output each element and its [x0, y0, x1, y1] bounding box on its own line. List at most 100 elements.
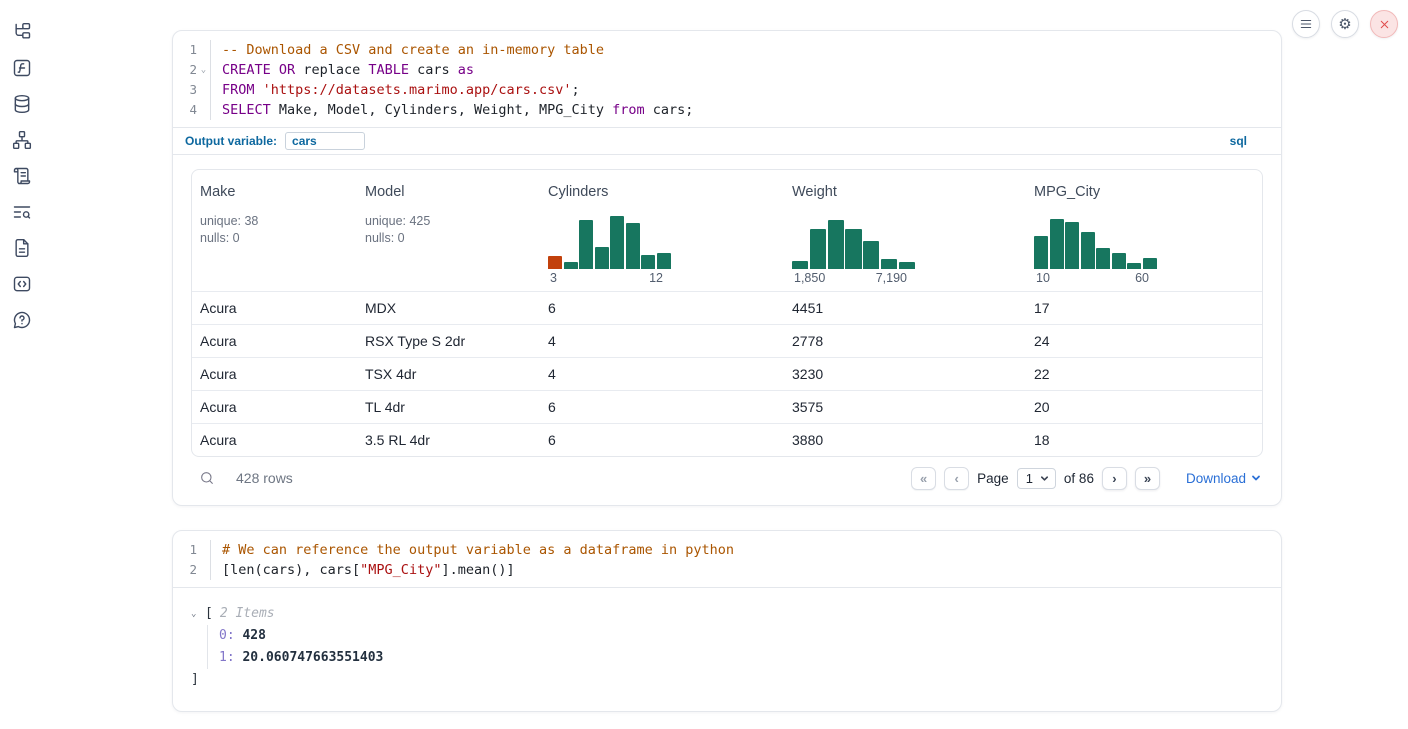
sql-code-editor[interactable]: 1 -- Download a CSV and create an in-memo… [173, 31, 1281, 127]
axis-min: 1,850 [794, 271, 826, 285]
page-label: Page [977, 470, 1009, 486]
divider [173, 587, 1281, 588]
table-cell: 17 [1034, 300, 1050, 316]
table-cell: 4451 [792, 300, 824, 316]
histogram-bar[interactable] [1142, 258, 1157, 269]
datasources-icon[interactable] [12, 94, 32, 114]
python-output-tree: ⌄ [ 2 Items 0: 428 1: 20.060747663551403… [173, 588, 1281, 706]
prev-page-button[interactable]: ‹ [944, 466, 970, 490]
collapse-chevron-icon[interactable]: ⌄ [191, 609, 197, 619]
code-line: 1 # We can reference the output variable … [173, 540, 1281, 560]
column-stat: unique: 38 [200, 214, 259, 228]
histogram-bar[interactable] [1096, 247, 1111, 269]
histogram-bar[interactable] [641, 255, 656, 269]
column-header-cylinders[interactable]: Cylinders 3 12 [540, 170, 784, 291]
column-header-mpg-city[interactable]: MPG_City 10 60 [1026, 170, 1262, 291]
table-cell: Acura [200, 432, 237, 448]
histogram-bar[interactable] [845, 228, 862, 269]
histogram-bar[interactable] [656, 252, 671, 269]
shutdown-button[interactable] [1370, 10, 1398, 38]
gutter-spacer [197, 40, 210, 60]
code-line: 2 ⌄ CREATE OR replace TABLE cars as [173, 60, 1281, 80]
table-row[interactable]: Acura RSX Type S 2dr 4 2778 24 [192, 324, 1262, 357]
histogram-bar[interactable] [1127, 262, 1142, 269]
logs-icon[interactable] [12, 202, 32, 222]
histogram-bar[interactable] [594, 246, 609, 269]
table-row[interactable]: Acura 3.5 RL 4dr 6 3880 18 [192, 423, 1262, 456]
axis-max: 60 [1135, 271, 1149, 285]
table-cell: 3.5 RL 4dr [365, 432, 430, 448]
mpg-city-histogram[interactable]: 10 60 [1034, 216, 1157, 285]
code-line: 4 SELECT Make, Model, Cylinders, Weight, … [173, 100, 1281, 120]
column-header-model[interactable]: Model unique: 425 nulls: 0 [357, 170, 540, 291]
histogram-bar[interactable] [863, 241, 880, 269]
table-row[interactable]: Acura MDX 6 4451 17 [192, 291, 1262, 324]
axis-max: 7,190 [875, 271, 907, 285]
python-cell: 1 # We can reference the output variable … [172, 530, 1282, 712]
python-code-editor[interactable]: 1 # We can reference the output variable … [173, 531, 1281, 587]
search-icon[interactable] [199, 470, 215, 486]
table-cell: MDX [365, 300, 397, 316]
output-variable-label: Output variable: [185, 134, 278, 148]
output-variable-input[interactable] [285, 132, 366, 150]
table-cell: Acura [200, 333, 237, 349]
table-cell: 18 [1034, 432, 1050, 448]
table-cell: 3575 [792, 399, 824, 415]
histogram-bar[interactable] [827, 219, 844, 269]
settings-button[interactable]: ⚙ [1331, 10, 1359, 38]
variables-icon[interactable] [12, 58, 32, 78]
gutter-spacer [197, 80, 210, 100]
language-badge: sql [1229, 134, 1247, 148]
histogram-bar[interactable] [563, 262, 578, 269]
sql-output-area: Make unique: 38 nulls: 0 Model unique: 4… [173, 155, 1281, 505]
gutter-spacer [197, 540, 210, 560]
weight-histogram[interactable]: 1,850 7,190 [792, 216, 915, 285]
menu-button[interactable] [1292, 10, 1320, 38]
histogram-bar[interactable] [610, 216, 625, 269]
line-number: 1 [189, 42, 197, 57]
histogram-bar[interactable] [792, 261, 809, 269]
histogram-bar[interactable] [880, 259, 898, 269]
line-number: 1 [189, 542, 197, 557]
table-footer: 428 rows « ‹ Page 1 of 86 › » Download [191, 457, 1263, 497]
cylinders-histogram[interactable]: 3 12 [548, 216, 671, 285]
histogram-bar[interactable] [1049, 218, 1064, 269]
dependency-graph-icon[interactable] [12, 130, 32, 150]
close-bracket: ] [191, 672, 199, 687]
page-select[interactable]: 1 [1016, 467, 1056, 489]
table-cell: RSX Type S 2dr [365, 333, 466, 349]
column-header-make[interactable]: Make unique: 38 nulls: 0 [192, 170, 357, 291]
histogram-bar[interactable] [579, 219, 594, 269]
table-body: Acura MDX 6 4451 17 Acura RSX Type S 2dr 4 2778 2… [192, 291, 1262, 456]
snippets-icon[interactable] [12, 274, 32, 294]
table-cell: Acura [200, 366, 237, 382]
file-explorer-icon[interactable] [12, 22, 32, 42]
list-item: 1: 20.060747663551403 [219, 650, 384, 665]
histogram-bar[interactable] [1111, 253, 1126, 269]
next-page-button[interactable]: › [1101, 466, 1127, 490]
histogram-bar[interactable] [1080, 231, 1095, 269]
histogram-bar[interactable] [809, 228, 827, 269]
table-row[interactable]: Acura TL 4dr 6 3575 20 [192, 390, 1262, 423]
histogram-bar[interactable] [898, 261, 915, 269]
table-cell: 3230 [792, 366, 824, 382]
histogram-bar[interactable] [548, 256, 563, 269]
chevron-down-icon [1252, 475, 1260, 481]
column-header-weight[interactable]: Weight 1,850 7,190 [784, 170, 1026, 291]
fold-chevron-icon[interactable]: ⌄ [200, 65, 207, 75]
line-number: 3 [189, 82, 197, 97]
divider [173, 154, 1281, 155]
first-page-button[interactable]: « [911, 466, 937, 490]
table-row[interactable]: Acura TSX 4dr 4 3230 22 [192, 357, 1262, 390]
help-icon[interactable] [12, 310, 32, 330]
scratchpad-icon[interactable] [12, 166, 32, 186]
documentation-icon[interactable] [12, 238, 32, 258]
last-page-button[interactable]: » [1134, 466, 1160, 490]
histogram-bar[interactable] [1065, 222, 1080, 269]
histogram-bar[interactable] [625, 223, 640, 269]
gear-icon: ⚙ [1338, 15, 1352, 33]
download-button[interactable]: Download [1186, 471, 1261, 486]
chevron-down-icon [1040, 475, 1048, 481]
histogram-bar[interactable] [1034, 235, 1049, 269]
table-cell: TL 4dr [365, 399, 405, 415]
